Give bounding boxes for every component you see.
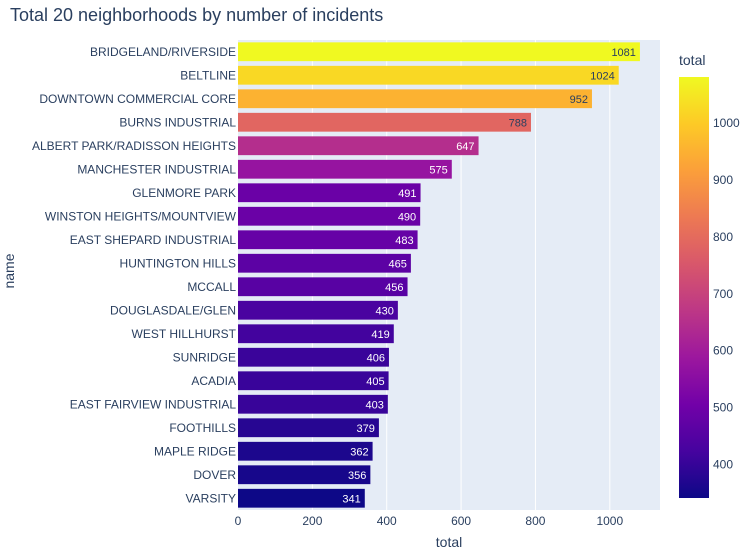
- bar: [238, 89, 592, 109]
- y-tick-labels: BRIDGELAND/RIVERSIDE BELTLINE DOWNTOWN COM…: [32, 45, 237, 506]
- bar: [238, 371, 389, 391]
- y-tick-label: WINSTON HEIGHTS/MOUNTVIEW: [45, 209, 237, 223]
- colorbar-title: total: [679, 52, 705, 68]
- bar: [238, 394, 388, 414]
- bar: [238, 112, 531, 132]
- colorbar: [679, 77, 709, 498]
- bar: [238, 253, 411, 273]
- y-tick-label: BRIDGELAND/RIVERSIDE: [90, 45, 236, 59]
- bar-value-label: 456: [385, 282, 403, 294]
- bar: [238, 300, 398, 320]
- colorbar-tick-label: 600: [713, 344, 733, 358]
- bar-value-label: 465: [389, 258, 407, 270]
- bar-value-label: 788: [509, 117, 527, 129]
- x-tick-label: 800: [525, 514, 545, 528]
- y-tick-label: DOVER: [193, 468, 236, 482]
- y-tick-label: VARSITY: [186, 491, 236, 505]
- bar: [238, 42, 640, 62]
- bar: [238, 136, 479, 156]
- y-tick-label: MAPLE RIDGE: [154, 444, 236, 458]
- bar-value-label: 379: [357, 423, 375, 435]
- bar-value-label: 491: [398, 188, 416, 200]
- bar: [238, 277, 408, 297]
- colorbar-tick-labels: 400 500 600 700 800 900 1000: [713, 116, 740, 471]
- x-tick-label: 0: [235, 514, 242, 528]
- bar: [238, 65, 619, 85]
- y-tick-label: DOUGLASDALE/GLEN: [110, 303, 236, 317]
- y-tick-label: ACADIA: [191, 374, 236, 388]
- bar-value-label: 362: [350, 446, 368, 458]
- bar: [238, 465, 371, 485]
- bar-value-label: 952: [570, 94, 588, 106]
- y-tick-label: SUNRIDGE: [173, 350, 236, 364]
- x-tick-label: 600: [451, 514, 471, 528]
- bar: [238, 347, 389, 367]
- bar-value-label: 575: [429, 164, 447, 176]
- y-tick-label: DOWNTOWN COMMERCIAL CORE: [39, 92, 236, 106]
- y-tick-label: GLENMORE PARK: [132, 186, 236, 200]
- y-tick-label: EAST FAIRVIEW INDUSTRIAL: [70, 397, 237, 411]
- bar: [238, 159, 452, 179]
- bar-value-label: 483: [395, 235, 413, 247]
- bar-value-label: 405: [366, 376, 384, 388]
- y-tick-label: FOOTHILLS: [169, 421, 236, 435]
- y-tick-label: WEST HILLHURST: [132, 327, 237, 341]
- y-tick-label: HUNTINGTON HILLS: [120, 256, 236, 270]
- bar: [238, 183, 421, 203]
- bar: [238, 324, 394, 344]
- bar-value-label: 1081: [611, 47, 635, 59]
- colorbar-tick-label: 500: [713, 401, 733, 415]
- bar-value-label: 430: [376, 305, 394, 317]
- bar-value-label: 403: [365, 399, 383, 411]
- colorbar-tick-label: 700: [713, 287, 733, 301]
- bar-value-label: 1024: [590, 70, 614, 82]
- plot-area: [238, 40, 660, 510]
- y-tick-label: BURNS INDUSTRIAL: [119, 115, 236, 129]
- x-tick-label: 400: [377, 514, 397, 528]
- colorbar-tick-label: 400: [713, 457, 733, 471]
- x-axis-title: total: [436, 534, 462, 550]
- bar-value-label: 490: [398, 211, 416, 223]
- bar: [238, 418, 379, 438]
- y-tick-label: EAST SHEPARD INDUSTRIAL: [70, 233, 237, 247]
- bar-value-label: 356: [348, 470, 366, 482]
- y-tick-label: ALBERT PARK/RADISSON HEIGHTS: [32, 139, 236, 153]
- y-tick-label: BELTLINE: [180, 68, 236, 82]
- y-tick-label: MANCHESTER INDUSTRIAL: [77, 162, 236, 176]
- bar-value-label: 406: [367, 352, 385, 364]
- colorbar-tick-label: 800: [713, 230, 733, 244]
- colorbar-tick-label: 1000: [713, 116, 740, 130]
- x-tick-labels: 0 200 400 600 800 1000: [235, 514, 624, 528]
- bar: [238, 441, 373, 461]
- chart-title: Total 20 neighborhoods by number of inci…: [10, 5, 383, 25]
- bar-value-label: 341: [342, 493, 360, 505]
- colorbar-tick-label: 900: [713, 173, 733, 187]
- bar-value-label: 419: [371, 329, 389, 341]
- x-tick-label: 1000: [596, 514, 623, 528]
- bar: [238, 488, 365, 508]
- bar-value-label: 647: [456, 141, 474, 153]
- x-tick-label: 200: [302, 514, 322, 528]
- y-axis-title: name: [1, 253, 17, 288]
- bar: [238, 206, 421, 226]
- y-tick-label: MCCALL: [187, 280, 236, 294]
- bar: [238, 230, 418, 250]
